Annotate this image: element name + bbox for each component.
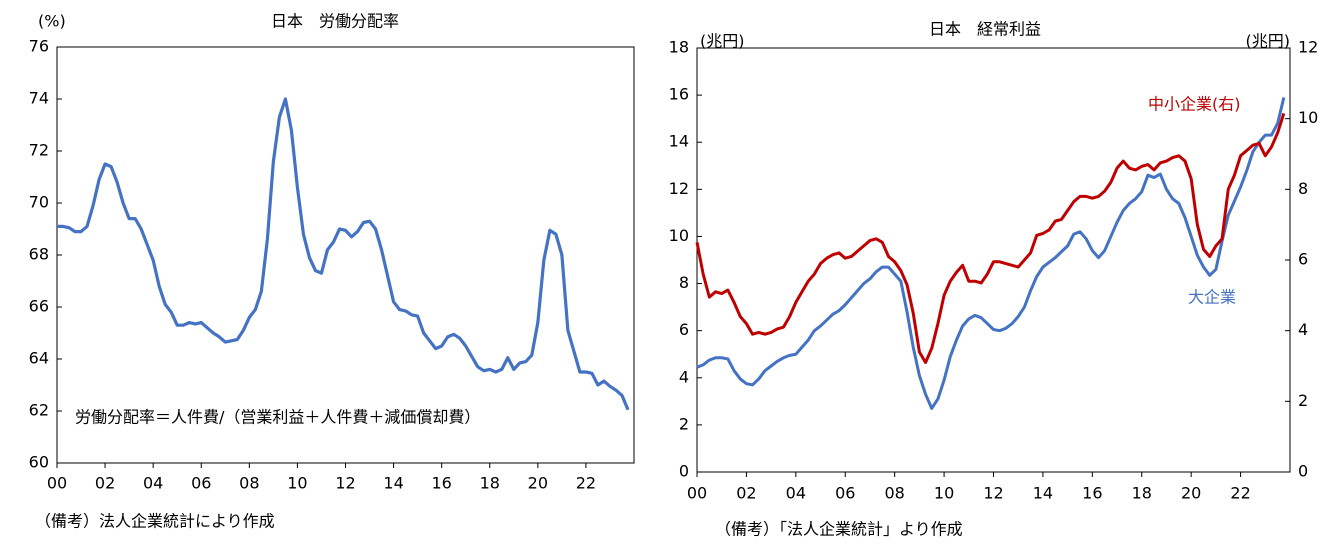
x-tick-label: 18 <box>480 474 500 493</box>
annotation: 労働分配率＝人件費/（営業利益＋人件費＋減価償却費） <box>75 408 480 427</box>
y2-tick-label: 10 <box>1298 108 1318 127</box>
x-tick-label: 04 <box>143 474 163 493</box>
y-tick-label: 6 <box>679 320 689 339</box>
y-axis-label: (%) <box>38 12 66 31</box>
y-tick-label: 10 <box>669 226 689 245</box>
y-axis-label: (兆円) <box>700 32 745 51</box>
y2-tick-label: 4 <box>1298 320 1308 339</box>
y-tick-label: 18 <box>669 38 689 57</box>
chart-title: 日本 労働分配率 <box>271 12 399 31</box>
x-tick-label: 06 <box>191 474 211 493</box>
y-tick-label: 16 <box>669 85 689 104</box>
y-tick-label: 70 <box>29 193 49 212</box>
y2-tick-label: 2 <box>1298 391 1308 410</box>
x-tick-label: 22 <box>576 474 596 493</box>
x-tick-label: 00 <box>47 474 67 493</box>
x-tick-label: 22 <box>1230 484 1250 503</box>
x-tick-label: 16 <box>431 474 451 493</box>
y-tick-label: 8 <box>679 273 689 292</box>
series-line <box>57 97 630 411</box>
y2-tick-label: 6 <box>1298 250 1308 269</box>
x-tick-label: 10 <box>934 484 954 503</box>
x-tick-label: 06 <box>835 484 855 503</box>
y-tick-label: 64 <box>29 349 49 368</box>
x-tick-label: 10 <box>287 474 307 493</box>
series-line <box>696 97 1286 410</box>
x-tick-label: 20 <box>528 474 548 493</box>
note: （備考）法人企業統計により作成 <box>35 512 275 531</box>
y-tick-label: 60 <box>29 453 49 472</box>
series-label: 中小企業(右) <box>1148 95 1241 114</box>
series-line <box>695 112 1286 364</box>
chart-title: 日本 経常利益 <box>929 20 1041 39</box>
y-tick-label: 14 <box>669 132 689 151</box>
x-tick-label: 16 <box>1082 484 1102 503</box>
y2-tick-label: 8 <box>1298 179 1308 198</box>
x-tick-label: 02 <box>95 474 115 493</box>
x-tick-label: 02 <box>736 484 756 503</box>
y-tick-label: 72 <box>29 141 49 160</box>
y-tick-label: 62 <box>29 401 49 420</box>
y-tick-label: 0 <box>679 462 689 481</box>
x-tick-label: 14 <box>383 474 403 493</box>
x-tick-label: 04 <box>786 484 806 503</box>
y-tick-label: 76 <box>29 37 49 56</box>
y-tick-label: 66 <box>29 297 49 316</box>
x-tick-label: 20 <box>1181 484 1201 503</box>
x-tick-label: 08 <box>239 474 259 493</box>
y-tick-label: 74 <box>29 89 49 108</box>
series-label: 大企業 <box>1188 288 1236 307</box>
y-tick-label: 68 <box>29 245 49 264</box>
x-tick-label: 18 <box>1132 484 1152 503</box>
y2-tick-label: 0 <box>1298 462 1308 481</box>
x-tick-label: 12 <box>983 484 1003 503</box>
y-tick-label: 4 <box>679 367 689 386</box>
y-tick-label: 2 <box>679 414 689 433</box>
y2-tick-label: 12 <box>1298 38 1318 57</box>
x-tick-label: 00 <box>687 484 707 503</box>
x-tick-label: 12 <box>335 474 355 493</box>
x-tick-label: 14 <box>1033 484 1053 503</box>
x-tick-label: 08 <box>884 484 904 503</box>
note: （備考）「法人企業統計」より作成 <box>715 520 963 539</box>
y-tick-label: 12 <box>669 179 689 198</box>
y2-axis-label: (兆円) <box>1246 32 1291 51</box>
